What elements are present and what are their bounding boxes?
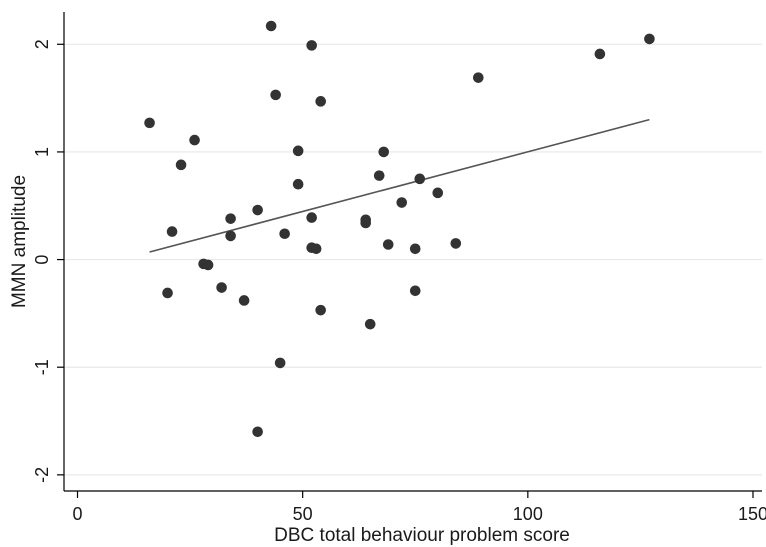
- data-point: [310, 243, 322, 255]
- y-tick-label: -2: [32, 467, 52, 483]
- data-point: [472, 72, 484, 83]
- y-tick-label: 0: [32, 255, 52, 265]
- data-point: [594, 48, 606, 60]
- y-axis-ticks: -2 -1 0 1 2: [32, 39, 64, 483]
- data-point: [382, 239, 394, 250]
- data-point: [175, 159, 187, 171]
- data-point: [225, 213, 236, 224]
- y-tick-label: -1: [32, 359, 52, 375]
- x-tick-label: 50: [293, 504, 313, 524]
- data-point: [306, 40, 317, 51]
- data-point: [378, 146, 390, 158]
- data-point: [315, 96, 326, 107]
- data-point: [252, 204, 263, 216]
- data-point: [644, 33, 655, 45]
- data-point: [306, 212, 317, 223]
- x-tick-label: 150: [738, 504, 766, 524]
- data-point: [292, 145, 304, 157]
- data-point: [270, 89, 281, 101]
- data-point: [364, 318, 376, 330]
- data-point: [315, 304, 326, 316]
- data-point: [292, 178, 304, 190]
- x-axis-title: DBC total behaviour problem score: [274, 525, 570, 546]
- y-tick-label: 1: [32, 147, 52, 157]
- data-point: [414, 173, 426, 185]
- data-points: [144, 20, 655, 438]
- data-point: [450, 238, 462, 249]
- data-point: [238, 295, 250, 306]
- data-point: [144, 117, 155, 129]
- data-point: [432, 187, 444, 199]
- data-point: [225, 230, 236, 242]
- grid-lines: [64, 43, 762, 476]
- data-point: [274, 357, 286, 369]
- data-point: [279, 228, 290, 240]
- data-point: [189, 134, 200, 146]
- data-point: [216, 282, 227, 293]
- data-point: [409, 243, 421, 255]
- data-point: [373, 170, 385, 181]
- x-tick-label: 0: [73, 504, 83, 524]
- data-point: [252, 426, 263, 438]
- data-point: [360, 217, 372, 229]
- data-point: [202, 259, 214, 271]
- y-tick-label: 2: [32, 39, 52, 49]
- data-point: [162, 287, 173, 299]
- data-point: [409, 285, 421, 297]
- data-point: [396, 197, 408, 208]
- data-point: [166, 226, 178, 237]
- data-point: [265, 20, 277, 32]
- fit-line-group: [149, 118, 650, 253]
- x-tick-label: 100: [513, 504, 543, 524]
- fit-line: [149, 118, 650, 253]
- x-axis-ticks: 0 50 100 150: [73, 491, 766, 524]
- y-axis-title: MMN amplitude: [9, 175, 30, 308]
